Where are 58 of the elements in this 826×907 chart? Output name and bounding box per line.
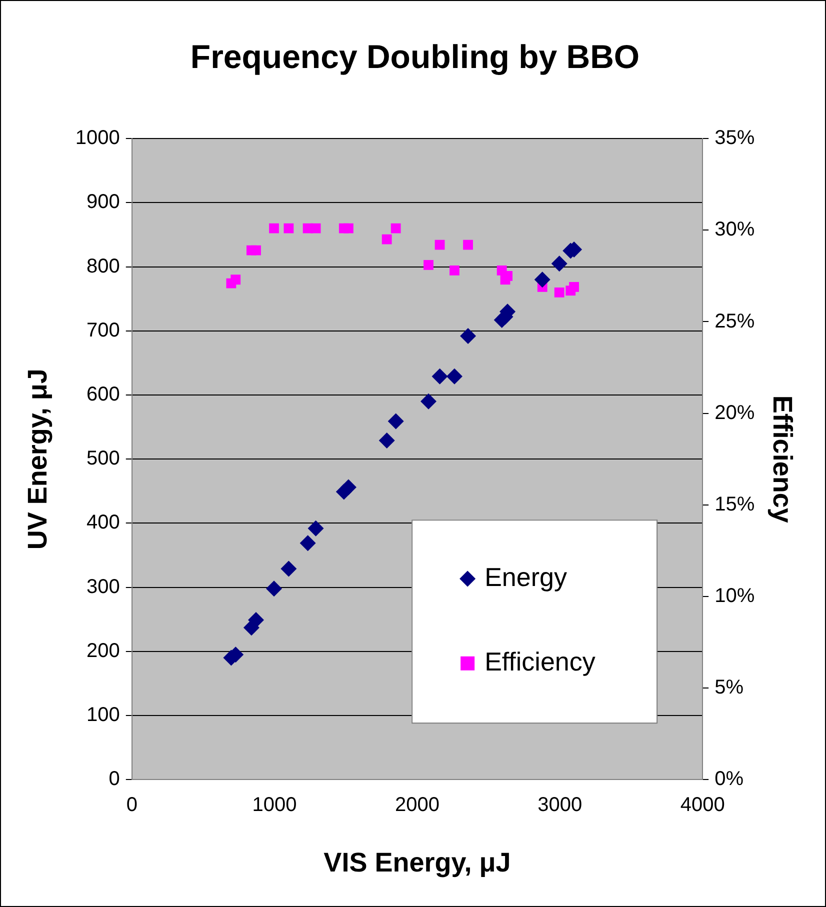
x-tick-label: 3000 xyxy=(538,794,582,816)
legend-label: Efficiency xyxy=(484,646,596,677)
point xyxy=(569,282,579,292)
y2-tick-label: 30% xyxy=(714,218,755,241)
point xyxy=(340,479,356,496)
chart-title: Frequency Doubling by BBO xyxy=(190,38,640,75)
point xyxy=(308,520,324,536)
point xyxy=(344,223,354,234)
point xyxy=(251,245,261,256)
point xyxy=(378,432,395,449)
point xyxy=(230,274,241,285)
x-tick-label: 2000 xyxy=(394,794,440,816)
point xyxy=(446,368,462,384)
point xyxy=(248,612,264,628)
y-tick-label: 0 xyxy=(108,768,120,790)
y-tick-label: 300 xyxy=(86,576,120,598)
y-tick-label: 500 xyxy=(86,448,120,470)
y2-axis-title: Efficiency xyxy=(767,395,798,523)
point xyxy=(310,223,321,234)
y2-tick-label: 35% xyxy=(714,127,755,150)
point xyxy=(284,223,294,234)
point xyxy=(432,368,448,384)
point xyxy=(382,234,392,244)
point xyxy=(420,393,437,410)
point xyxy=(463,240,473,250)
y-tick-label: 900 xyxy=(86,191,120,214)
y-tick-label: 1000 xyxy=(75,127,120,150)
y-tick-label: 200 xyxy=(86,640,120,662)
point xyxy=(266,580,282,597)
x-tick-label: 0 xyxy=(126,794,138,816)
x-axis-title: VIS Energy, μJ xyxy=(324,847,511,878)
y2-tick-label: 25% xyxy=(714,310,755,332)
y2-tick-label: 15% xyxy=(714,493,755,516)
y2-tick-label: 20% xyxy=(714,402,755,424)
y2-tick-label: 10% xyxy=(714,584,755,607)
point xyxy=(388,413,404,430)
x-tick-label: 1000 xyxy=(252,794,297,816)
y-tick-label: 600 xyxy=(86,384,120,406)
x-tick-label: 4000 xyxy=(680,794,725,816)
y2-tick-label: 5% xyxy=(714,676,744,699)
point xyxy=(554,287,564,298)
y-tick-label: 100 xyxy=(86,704,120,726)
y-tick-label: 700 xyxy=(86,319,120,342)
point xyxy=(280,560,297,577)
y-tick-label: 400 xyxy=(86,512,120,534)
point xyxy=(269,223,279,234)
point xyxy=(300,535,316,552)
point xyxy=(460,328,476,344)
legend-label: Energy xyxy=(484,562,567,592)
point xyxy=(390,223,401,234)
y-axis-title: UV Energy, μJ xyxy=(22,368,53,550)
point xyxy=(450,266,460,276)
point xyxy=(424,260,434,270)
y-tick-label: 800 xyxy=(86,255,120,278)
point xyxy=(434,240,445,250)
point xyxy=(534,272,550,288)
point xyxy=(551,256,568,272)
y2-tick-label: 0% xyxy=(714,768,744,790)
